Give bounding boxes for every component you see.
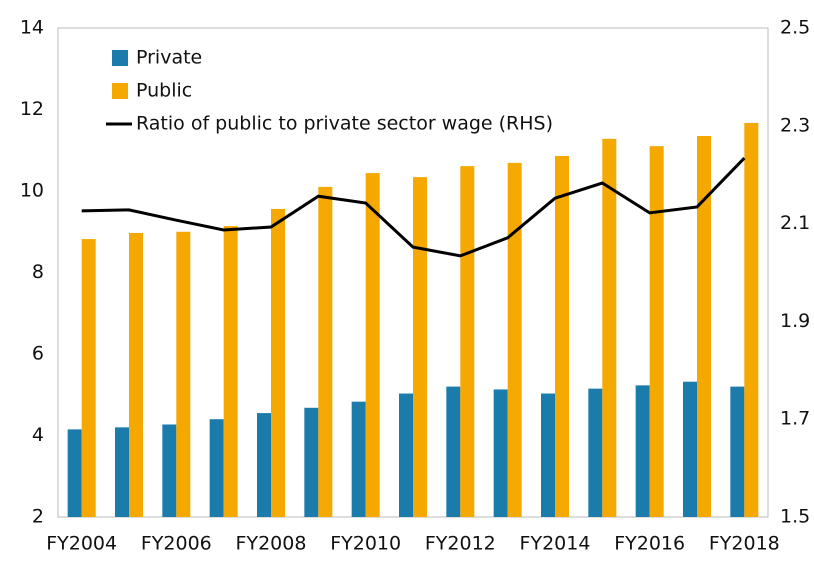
bar — [399, 393, 413, 517]
x-tick-label: FY2006 — [141, 533, 212, 555]
bar — [446, 386, 461, 517]
bar — [460, 166, 475, 517]
y2-tick-label: 2.5 — [780, 17, 810, 39]
x-tick-label: FY2004 — [46, 533, 117, 555]
y2-tick-label: 2.3 — [780, 114, 810, 136]
bar — [209, 419, 224, 517]
bar — [744, 122, 759, 517]
y-tick-label: 14 — [20, 17, 44, 39]
bar — [602, 138, 617, 517]
bar — [115, 427, 129, 517]
y-tick-label: 6 — [32, 343, 44, 365]
y-tick-label: 2 — [32, 506, 44, 528]
x-tick-label: FY2012 — [425, 533, 496, 555]
bar — [635, 385, 650, 517]
y2-tick-label: 1.5 — [780, 506, 810, 528]
bar — [271, 208, 285, 517]
y-tick-label: 12 — [20, 98, 44, 120]
y2-tick-label: 2.1 — [780, 212, 810, 234]
bar — [683, 381, 697, 517]
bar — [730, 386, 745, 517]
bar — [493, 389, 508, 517]
legend-swatch — [112, 50, 128, 66]
bar — [541, 393, 555, 517]
x-tick-label: FY2014 — [520, 533, 591, 555]
x-tick-label: FY2016 — [614, 533, 685, 555]
legend-label: Private — [136, 47, 202, 69]
line — [81, 157, 746, 258]
x-tick-label: FY2008 — [236, 533, 307, 555]
bar — [223, 226, 238, 518]
bar — [129, 232, 143, 517]
bar — [555, 155, 569, 517]
y2-tick-label: 1.7 — [780, 408, 810, 430]
y-tick-label: 4 — [32, 424, 44, 446]
bar — [257, 413, 271, 517]
legend-label: Ratio of public to private sector wage (… — [136, 113, 553, 135]
bar — [413, 177, 427, 517]
y-tick-label: 10 — [20, 180, 44, 202]
x-tick-label: FY2010 — [330, 533, 401, 555]
bar — [304, 407, 319, 517]
bar — [507, 162, 522, 517]
legend-label: Public — [136, 80, 192, 102]
y2-tick-label: 1.9 — [780, 310, 810, 332]
bar — [365, 173, 380, 517]
bar — [588, 388, 603, 517]
bar — [81, 239, 96, 517]
bar — [351, 401, 366, 517]
bar — [649, 146, 664, 518]
y-tick-label: 8 — [32, 261, 44, 283]
bar — [176, 231, 191, 517]
bar — [67, 429, 82, 517]
bar — [318, 186, 333, 518]
legend-swatch — [112, 83, 128, 99]
bar — [697, 135, 711, 518]
bar — [162, 424, 177, 517]
x-tick-label: FY2018 — [709, 533, 780, 555]
